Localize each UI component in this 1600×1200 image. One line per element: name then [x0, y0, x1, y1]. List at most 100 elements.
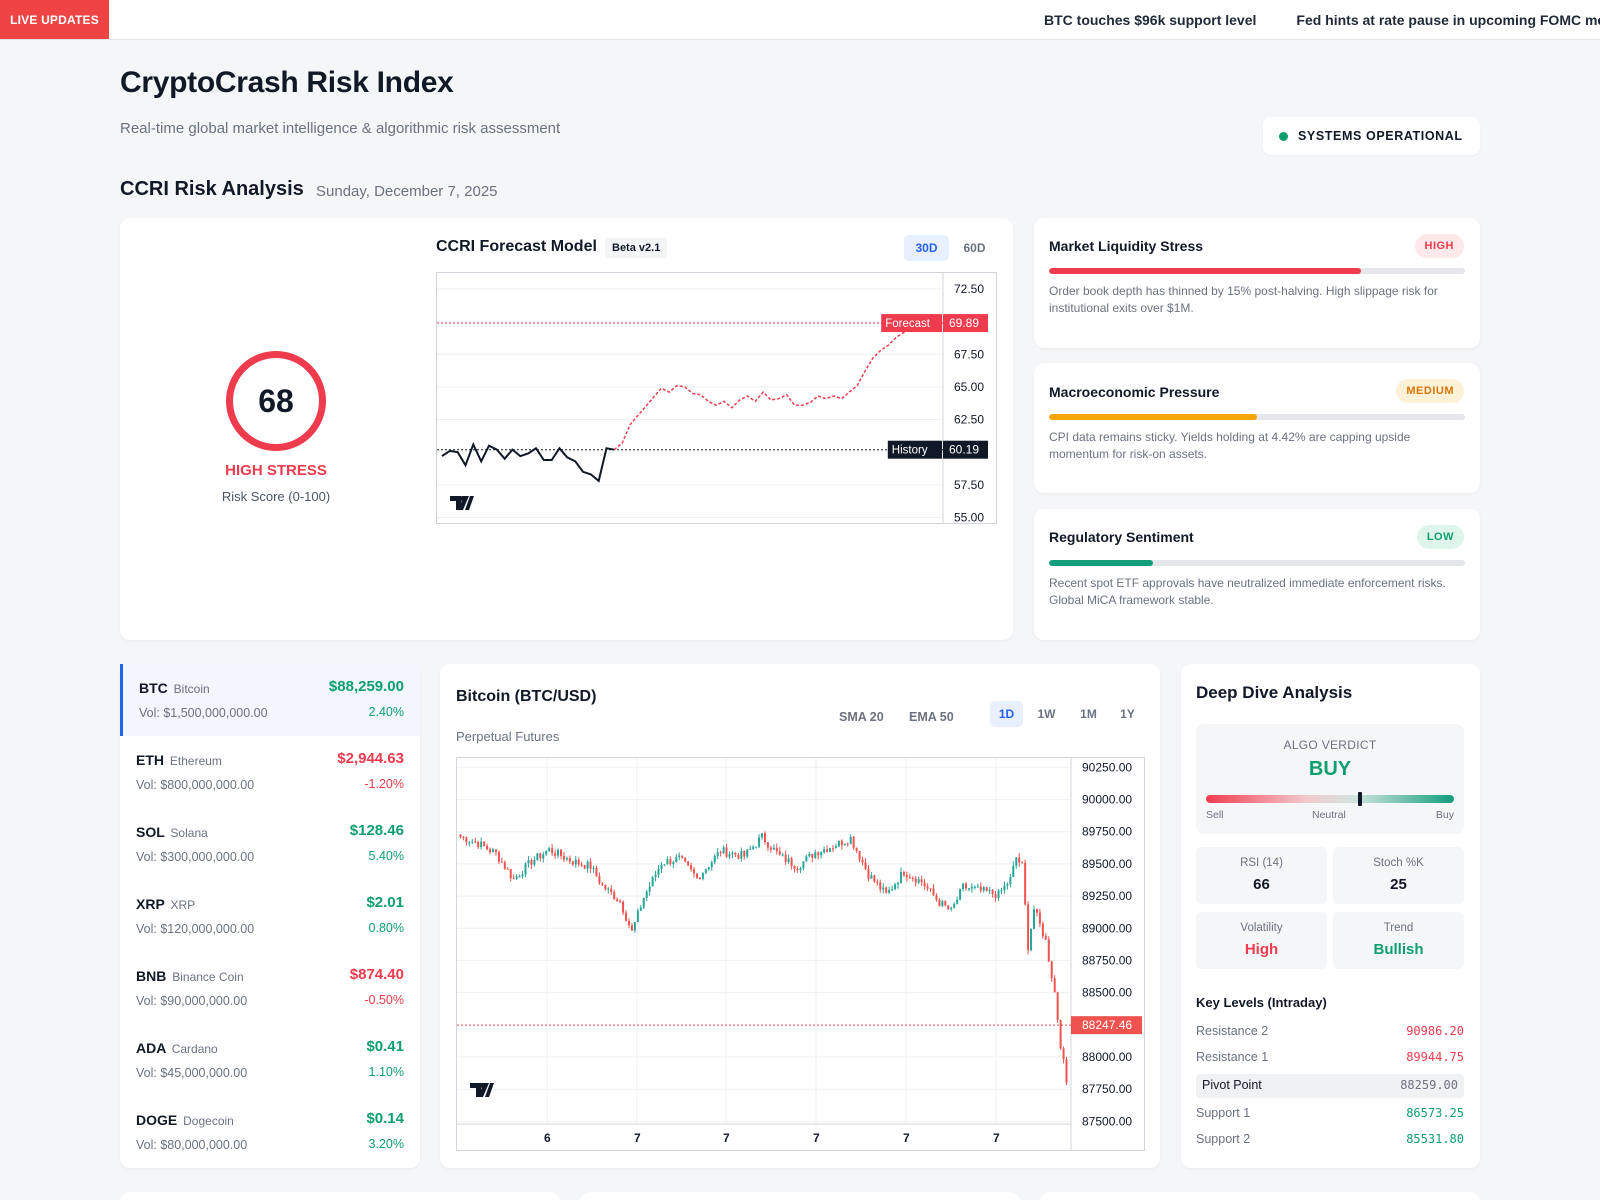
- candle-body: [500, 861, 503, 863]
- candle-body: [823, 849, 826, 853]
- btc-chart-title: Bitcoin (BTC/USD): [456, 688, 597, 705]
- asset-row-sol[interactable]: SOL Solana Vol: $300,000,000.00 $128.46 5.4…: [120, 808, 420, 880]
- candle-body: [1044, 936, 1047, 940]
- candle-body: [657, 868, 660, 875]
- range-1y[interactable]: 1Y: [1120, 707, 1135, 721]
- last-price-value: 88247.46: [1082, 1018, 1132, 1032]
- tab-30d[interactable]: 30D: [904, 235, 949, 261]
- candle-body: [1047, 939, 1050, 962]
- candle-body: [805, 856, 808, 862]
- asset-change: -1.20%: [364, 777, 404, 791]
- candle-body: [1015, 857, 1018, 866]
- key-level-value: 89944.75: [1406, 1050, 1464, 1064]
- candle-body: [973, 887, 976, 889]
- asset-row-ada[interactable]: ADA Cardano Vol: $45,000,000.00 $0.41 1.10%: [120, 1024, 420, 1096]
- candle-body: [926, 886, 929, 889]
- candle-body: [672, 862, 675, 864]
- range-1d[interactable]: 1D: [990, 701, 1023, 727]
- asset-volume: Vol: $45,000,000.00: [136, 1066, 248, 1080]
- candle-body: [465, 837, 468, 843]
- tab-60d[interactable]: 60D: [963, 241, 986, 255]
- risk-factor-title: Market Liquidity Stress: [1049, 238, 1204, 254]
- candle-body: [1012, 865, 1015, 878]
- risk-factor-title: Macroeconomic Pressure: [1049, 384, 1220, 400]
- candle-body: [808, 853, 811, 857]
- y-tick-label: 88750.00: [1082, 953, 1132, 967]
- page-subtitle: Real-time global market intelligence & a…: [120, 120, 561, 137]
- candle-body: [1065, 1059, 1068, 1083]
- candle-body: [675, 856, 678, 863]
- candle-body: [899, 872, 902, 884]
- candle-body: [879, 882, 882, 890]
- asset-row-eth[interactable]: ETH Ethereum Vol: $800,000,000.00 $2,944.6…: [120, 736, 420, 808]
- risk-factor-card-regulatory: [1034, 509, 1480, 640]
- news-ticker: LIVE UPDATES BTC touches $96k support le…: [0, 0, 1600, 40]
- candle-body: [894, 884, 897, 890]
- candle-body: [506, 868, 509, 870]
- system-status-badge: SYSTEMS OPERATIONAL: [1263, 117, 1480, 155]
- range-1w[interactable]: 1W: [1037, 707, 1056, 721]
- asset-change: 5.40%: [368, 849, 404, 863]
- asset-name: Solana: [170, 826, 208, 840]
- status-dot-icon: [1279, 131, 1288, 141]
- verdict-marker: [1357, 792, 1362, 806]
- candle-body: [799, 868, 802, 871]
- asset-symbol: XRP XRP: [136, 896, 195, 912]
- y-tick-label: 89000.00: [1082, 921, 1132, 935]
- candle-body: [849, 837, 852, 844]
- risk-factor-title: Regulatory Sentiment: [1049, 529, 1194, 545]
- candle-body: [704, 869, 707, 873]
- ema-50-toggle[interactable]: EMA 50: [909, 710, 954, 724]
- sma-20-toggle[interactable]: SMA 20: [839, 710, 884, 724]
- candle-body: [497, 852, 500, 862]
- candle-body: [630, 925, 633, 931]
- candle-body: [790, 858, 793, 867]
- candle-body: [565, 857, 568, 860]
- key-level-name: Support 1: [1196, 1106, 1251, 1120]
- stat-label: Stoch %K: [1373, 857, 1424, 869]
- candle-body: [749, 848, 752, 850]
- risk-level-badge: HIGH: [1414, 234, 1464, 258]
- candle-body: [462, 836, 465, 838]
- forecast-value: 69.89: [949, 316, 979, 330]
- y-tick-label: 89250.00: [1082, 889, 1132, 903]
- asset-name: Bitcoin: [173, 682, 210, 696]
- candle-body: [752, 846, 755, 849]
- ticker-item[interactable]: Fed hints at rate pause in upcoming FOMC…: [1296, 12, 1600, 28]
- candle-body: [855, 847, 858, 852]
- asset-ticker: ADA: [136, 1040, 166, 1056]
- last-price-tag: [1071, 1016, 1142, 1035]
- candle-body: [988, 889, 991, 891]
- candle-body: [867, 868, 870, 879]
- asset-ticker: BTC: [139, 680, 168, 696]
- candle-body: [796, 868, 799, 871]
- asset-row-btc[interactable]: BTC Bitcoin Vol: $1,500,000,000.00 $88,259…: [120, 664, 420, 736]
- candle-body: [648, 886, 651, 892]
- candle-body: [693, 869, 696, 874]
- btc-chart-subtitle: Perpetual Futures: [456, 729, 560, 744]
- asset-row-xrp[interactable]: XRP XRP Vol: $120,000,000.00 $2.01 0.80%: [120, 880, 420, 952]
- candle-body: [1041, 923, 1044, 937]
- stat-stoch: Stoch %K 25: [1333, 847, 1464, 904]
- risk-score-caption: Risk Score (0-100): [221, 489, 331, 504]
- candle-body: [483, 841, 486, 846]
- ticker-item[interactable]: BTC touches $96k support level: [1044, 12, 1257, 28]
- candle-body: [586, 861, 589, 869]
- asset-row-bnb[interactable]: BNB Binance Coin Vol: $90,000,000.00 $874.…: [120, 952, 420, 1024]
- risk-progress-fill: [1049, 268, 1361, 274]
- scale-buy-label: Buy: [1435, 809, 1454, 821]
- candle-body: [888, 889, 891, 893]
- risk-factor-description: CPI data remains sticky. Yields holding …: [1049, 430, 1411, 461]
- btc-candlestick-chart[interactable]: 90250.00 90000.00 89750.00 89500.00 89250.00…: [456, 757, 1145, 1151]
- candle-body: [897, 883, 900, 885]
- candle-body: [577, 859, 580, 865]
- asset-ticker: ETH: [136, 752, 164, 768]
- candle-body: [911, 877, 914, 879]
- candle-body: [763, 833, 766, 843]
- candle-body: [474, 841, 477, 843]
- candle-body: [905, 875, 908, 878]
- forecast-value-box: [943, 314, 988, 333]
- range-1m[interactable]: 1M: [1080, 707, 1097, 721]
- candle-body: [1000, 890, 1003, 892]
- asset-row-doge[interactable]: DOGE Dogecoin Vol: $80,000,000.00 $0.14 3.2…: [120, 1096, 420, 1168]
